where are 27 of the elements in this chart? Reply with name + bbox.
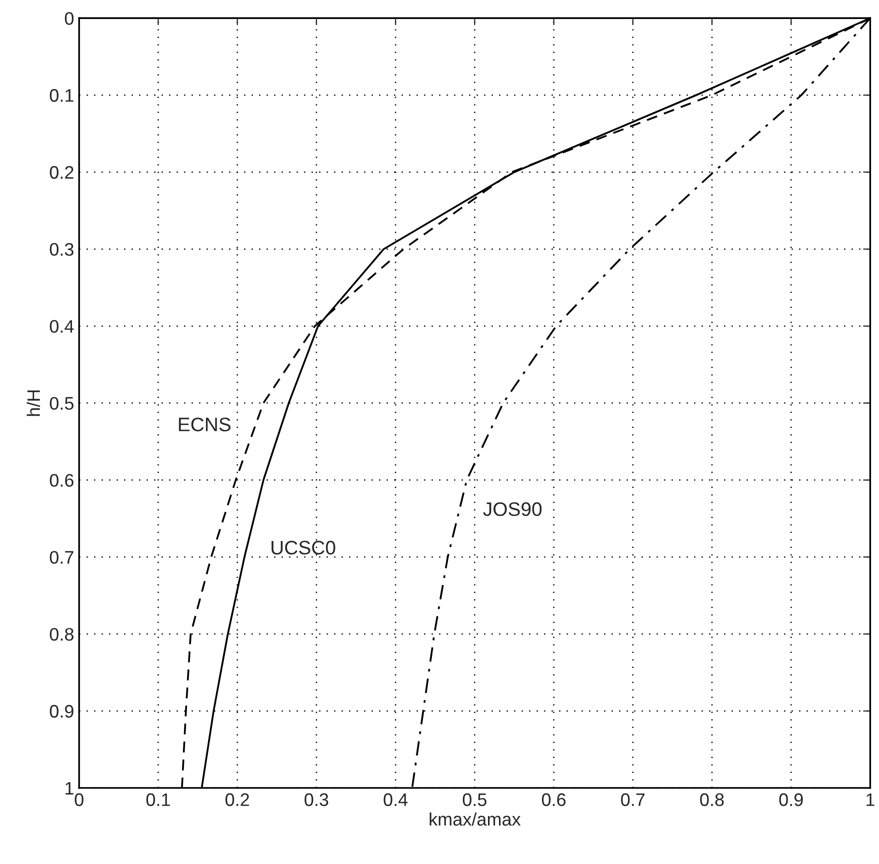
y-tick-label: 0.9 xyxy=(50,704,74,718)
y-tick-label: 0.3 xyxy=(50,243,74,256)
x-tick-label: 0.6 xyxy=(542,793,566,806)
y-tick-label: 0.1 xyxy=(50,89,74,102)
x-tick-label: 0.5 xyxy=(462,793,486,806)
y-tick-label: 0.6 xyxy=(50,474,74,487)
series-label: UCSC0 xyxy=(272,540,336,555)
x-tick-label: 0.3 xyxy=(304,793,328,806)
y-tick-label: 0.7 xyxy=(50,550,74,564)
x-tick-label: 0.4 xyxy=(384,793,408,806)
x-tick-label: 1 xyxy=(866,793,874,806)
x-tick-label: 0.1 xyxy=(146,793,170,806)
y-axis-title: h/H xyxy=(26,390,40,416)
y-tick-label: 1 xyxy=(66,782,74,795)
series-label: ECNS xyxy=(178,418,230,432)
x-tick-label: 0.7 xyxy=(621,793,645,806)
y-tick-label: 0 xyxy=(64,12,74,25)
y-tick-label: 0.8 xyxy=(50,628,74,641)
x-tick-label: 0 xyxy=(74,793,84,806)
x-tick-label: 0.9 xyxy=(779,793,803,806)
y-tick-label: 0.4 xyxy=(50,320,74,333)
x-tick-label: 0.2 xyxy=(225,793,249,806)
x-tick-label: 0.8 xyxy=(700,793,724,806)
x-axis-title: kmax/amax xyxy=(430,812,521,826)
y-tick-label: 0.2 xyxy=(50,166,74,179)
y-tick-label: 0.5 xyxy=(50,396,74,410)
series-label: JOS90 xyxy=(483,502,542,516)
